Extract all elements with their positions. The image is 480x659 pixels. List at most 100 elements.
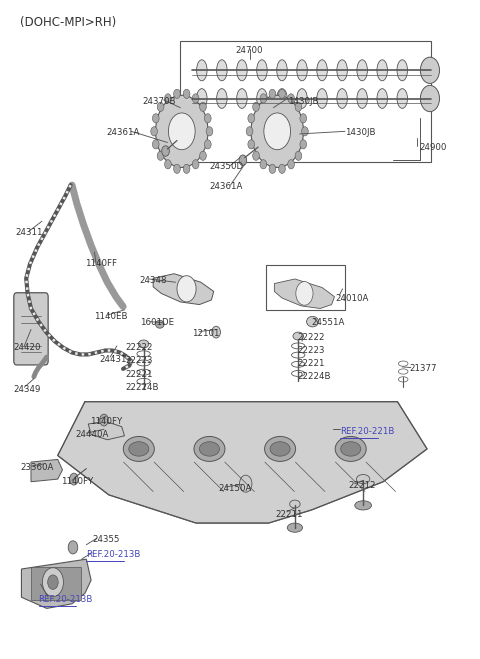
Text: 24311: 24311 (16, 228, 43, 237)
Circle shape (162, 146, 169, 156)
Circle shape (252, 102, 259, 111)
Ellipse shape (216, 60, 227, 81)
Ellipse shape (289, 500, 300, 508)
Text: 24900: 24900 (419, 142, 446, 152)
Circle shape (183, 89, 190, 98)
Ellipse shape (341, 442, 361, 456)
Ellipse shape (293, 332, 303, 340)
Ellipse shape (287, 523, 302, 532)
Polygon shape (153, 273, 214, 304)
Circle shape (192, 94, 199, 103)
Text: 22224B: 22224B (297, 372, 331, 382)
Ellipse shape (357, 89, 367, 108)
Circle shape (174, 89, 180, 98)
Circle shape (288, 94, 294, 103)
Text: REF.20-221B: REF.20-221B (340, 427, 395, 436)
Ellipse shape (197, 60, 207, 81)
Polygon shape (58, 402, 427, 523)
Ellipse shape (397, 60, 408, 81)
Circle shape (300, 114, 307, 123)
Ellipse shape (199, 442, 219, 456)
Circle shape (153, 140, 159, 149)
Circle shape (200, 102, 206, 111)
Text: 24150A: 24150A (218, 484, 252, 493)
Text: 24350D: 24350D (209, 162, 243, 171)
Polygon shape (31, 459, 62, 482)
Circle shape (279, 89, 286, 98)
Circle shape (42, 567, 63, 596)
FancyBboxPatch shape (14, 293, 48, 365)
Bar (266, 265, 345, 310)
Circle shape (153, 114, 159, 123)
Ellipse shape (138, 340, 149, 348)
Ellipse shape (194, 436, 225, 461)
Circle shape (252, 151, 259, 160)
Circle shape (165, 94, 171, 103)
Circle shape (204, 114, 211, 123)
Circle shape (295, 151, 302, 160)
Circle shape (239, 155, 247, 165)
Text: 1601DE: 1601DE (140, 318, 174, 328)
Text: 1140FY: 1140FY (90, 417, 122, 426)
Circle shape (420, 57, 440, 84)
Circle shape (156, 96, 208, 167)
Text: 24551A: 24551A (312, 318, 345, 328)
Circle shape (248, 114, 254, 123)
Ellipse shape (257, 60, 267, 81)
Circle shape (70, 473, 78, 485)
Ellipse shape (277, 89, 287, 108)
Text: 24440A: 24440A (75, 430, 109, 439)
Circle shape (48, 575, 58, 589)
Ellipse shape (317, 89, 327, 108)
Polygon shape (275, 279, 335, 308)
Circle shape (151, 127, 157, 136)
Text: (DOHC-MPI>RH): (DOHC-MPI>RH) (21, 16, 117, 29)
Ellipse shape (123, 436, 155, 461)
Circle shape (269, 89, 276, 98)
Circle shape (300, 140, 307, 149)
Circle shape (295, 102, 302, 111)
Text: 1140EB: 1140EB (95, 312, 128, 321)
Bar (31, 567, 81, 600)
Circle shape (174, 164, 180, 173)
Text: 24361A: 24361A (209, 182, 242, 191)
Circle shape (251, 96, 303, 167)
Circle shape (260, 159, 267, 169)
Ellipse shape (337, 60, 348, 81)
Text: REF.20-213B: REF.20-213B (38, 595, 93, 604)
Circle shape (204, 140, 211, 149)
Text: 1140FF: 1140FF (85, 260, 117, 268)
Circle shape (264, 113, 290, 150)
Polygon shape (88, 421, 124, 440)
Text: 22211: 22211 (276, 510, 303, 519)
Circle shape (192, 159, 199, 169)
Text: 24355: 24355 (92, 535, 120, 544)
Text: 12101: 12101 (192, 329, 220, 338)
Circle shape (246, 127, 253, 136)
Ellipse shape (237, 60, 247, 81)
Text: 24010A: 24010A (336, 293, 369, 302)
Text: 22223: 22223 (297, 346, 325, 355)
Ellipse shape (297, 89, 307, 108)
Circle shape (240, 475, 252, 492)
Circle shape (296, 281, 313, 305)
Ellipse shape (264, 436, 296, 461)
Circle shape (212, 326, 220, 338)
Text: 22223: 22223 (125, 357, 153, 366)
Circle shape (420, 86, 440, 111)
Text: 21377: 21377 (409, 364, 437, 374)
Text: 24700: 24700 (236, 46, 264, 55)
Ellipse shape (277, 60, 287, 81)
Text: 22212: 22212 (349, 481, 376, 490)
Circle shape (279, 164, 286, 173)
Circle shape (177, 275, 196, 302)
Ellipse shape (357, 60, 367, 81)
Ellipse shape (257, 89, 267, 108)
Circle shape (183, 164, 190, 173)
Ellipse shape (337, 89, 348, 108)
Circle shape (100, 414, 108, 426)
Text: 24348: 24348 (140, 275, 168, 285)
Text: 1430JB: 1430JB (345, 128, 375, 137)
Ellipse shape (377, 60, 387, 81)
Text: 22221: 22221 (125, 370, 153, 379)
